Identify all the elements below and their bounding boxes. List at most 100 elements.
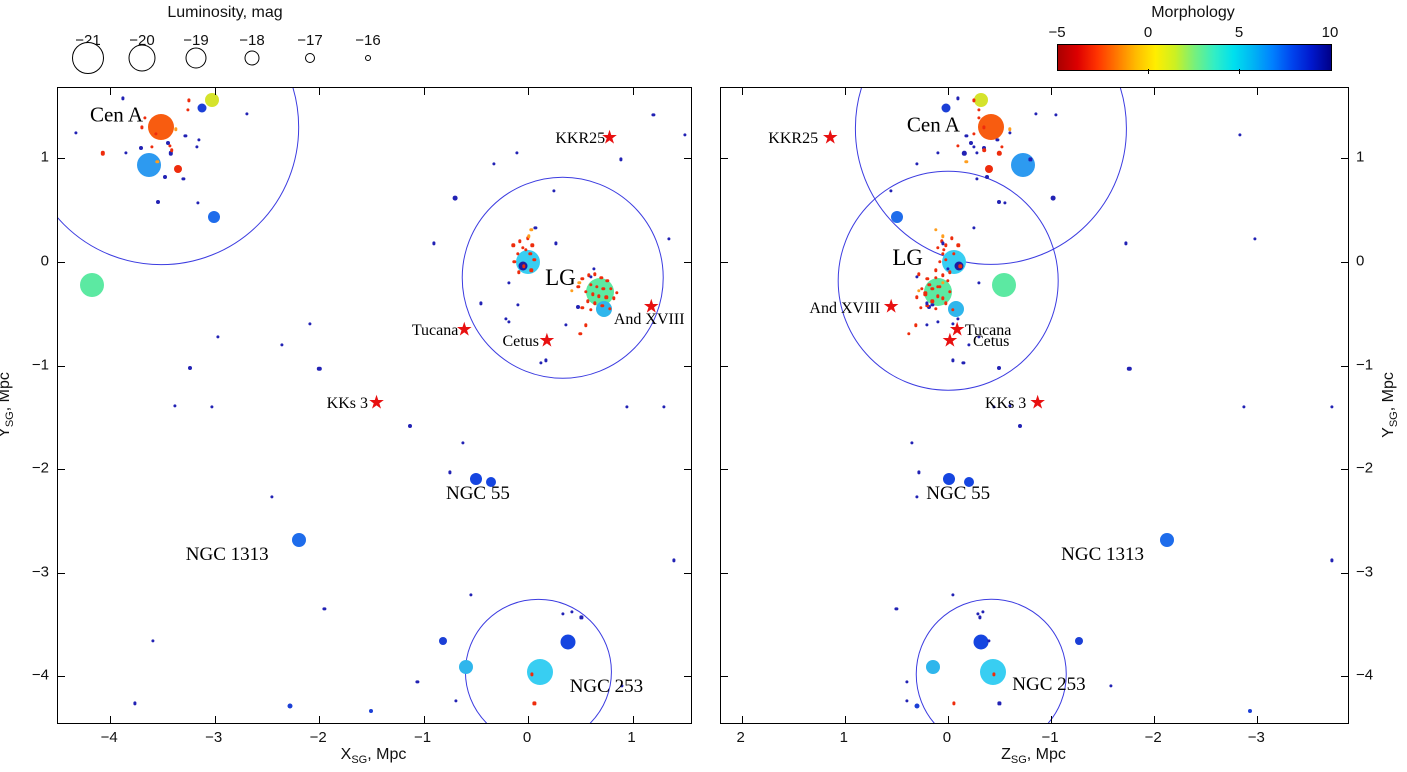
galaxy-point bbox=[173, 404, 177, 408]
legend-size-circle bbox=[244, 50, 260, 66]
galaxy-point bbox=[964, 134, 969, 138]
galaxy-point bbox=[593, 272, 597, 277]
galaxy-point bbox=[585, 299, 590, 304]
galaxy-point bbox=[579, 615, 583, 619]
galaxy-point bbox=[316, 366, 322, 371]
galaxy-point bbox=[151, 639, 155, 643]
galaxy-point bbox=[216, 335, 220, 339]
galaxy-point bbox=[544, 358, 548, 363]
galaxy-point bbox=[972, 98, 976, 103]
x-tick-label: 1 bbox=[627, 729, 636, 746]
galaxy-point bbox=[985, 175, 990, 180]
galaxy-point bbox=[570, 289, 574, 293]
legend-size-circle bbox=[185, 47, 207, 69]
x-tick-label: 1 bbox=[839, 729, 848, 746]
galaxy-point bbox=[905, 699, 909, 703]
galaxy-point bbox=[533, 226, 537, 230]
galaxy-point bbox=[576, 285, 580, 289]
galaxy-point bbox=[136, 152, 161, 177]
x-tick bbox=[1257, 716, 1259, 723]
x-tick-label: 0 bbox=[522, 729, 532, 746]
galaxy-point bbox=[591, 292, 595, 296]
isolated-dwarf-star-marker: ★ bbox=[941, 330, 959, 352]
x-tick bbox=[844, 88, 846, 95]
galaxy-point bbox=[595, 285, 599, 289]
galaxy-point bbox=[997, 151, 1002, 156]
isolated-dwarf-star-marker: ★ bbox=[600, 127, 619, 149]
x-tick bbox=[319, 88, 321, 95]
galaxy-point bbox=[529, 268, 533, 273]
galaxy-point bbox=[941, 296, 945, 300]
galaxy-point bbox=[619, 157, 623, 162]
galaxy-point bbox=[560, 612, 565, 616]
galaxy-point bbox=[1074, 637, 1083, 646]
galaxy-point bbox=[935, 151, 940, 155]
galaxy-point bbox=[946, 278, 950, 283]
object-label: NGC 253 bbox=[1012, 673, 1086, 695]
galaxy-point bbox=[580, 276, 585, 281]
galaxy-point bbox=[168, 144, 172, 148]
galaxy-point bbox=[997, 365, 1002, 370]
galaxy-point bbox=[1003, 201, 1007, 205]
galaxy-point bbox=[322, 607, 326, 611]
galaxy-point bbox=[917, 272, 921, 277]
galaxy-point bbox=[197, 103, 207, 113]
galaxy-point bbox=[980, 659, 1007, 686]
y-tick bbox=[721, 365, 728, 367]
galaxy-point bbox=[942, 472, 955, 485]
galaxy-point bbox=[570, 610, 574, 614]
galaxy-point bbox=[982, 125, 986, 129]
galaxy-point bbox=[608, 287, 613, 291]
x-tick bbox=[110, 88, 112, 95]
galaxy-point bbox=[933, 268, 938, 273]
galaxy-point bbox=[972, 145, 976, 149]
x-tick bbox=[1154, 88, 1156, 95]
galaxy-point bbox=[930, 287, 935, 291]
x-tick bbox=[528, 88, 530, 95]
galaxy-point bbox=[600, 303, 604, 308]
galaxy-point bbox=[977, 108, 981, 112]
galaxy-point bbox=[143, 116, 147, 120]
galaxy-point bbox=[270, 495, 274, 499]
x-axis-title: XSG, Mpc bbox=[340, 746, 407, 767]
galaxy-point bbox=[586, 273, 591, 278]
galaxy-point bbox=[583, 290, 588, 294]
panel-zy: ★ ★ ★ ★ ★ Cen A LG NGC 55 NGC 1313 NGC 253 KKR25 Tu… bbox=[720, 87, 1349, 724]
legend-mag-label: −17 bbox=[297, 32, 323, 49]
galaxy-point bbox=[439, 637, 448, 646]
object-label: And XVIII bbox=[613, 311, 685, 329]
galaxy-point bbox=[978, 615, 982, 619]
y-tick-label: −2 bbox=[1356, 459, 1374, 477]
y-tick bbox=[684, 158, 691, 160]
object-label: NGC 253 bbox=[569, 675, 644, 697]
galaxy-point bbox=[170, 148, 174, 152]
galaxy-point bbox=[1329, 558, 1334, 562]
x-tick bbox=[1051, 88, 1052, 95]
galaxy-point bbox=[530, 672, 534, 676]
y-tick-label: −1 bbox=[31, 356, 49, 374]
x-tick-label: 2 bbox=[736, 729, 745, 746]
legend-mag-label: −18 bbox=[239, 32, 265, 49]
galaxy-point bbox=[560, 634, 576, 650]
galaxy-point bbox=[408, 423, 412, 428]
galaxy-point bbox=[620, 684, 624, 688]
object-label: Cen A bbox=[89, 102, 144, 127]
galaxy-point bbox=[952, 252, 956, 256]
legend-size-circle bbox=[305, 53, 315, 63]
galaxy-point bbox=[672, 558, 676, 562]
galaxy-point bbox=[925, 301, 929, 306]
galaxy-point bbox=[930, 302, 934, 307]
y-tick bbox=[58, 262, 65, 264]
galaxy-point bbox=[517, 239, 522, 243]
galaxy-point bbox=[992, 405, 996, 409]
galaxy-point bbox=[941, 252, 945, 256]
legend-mag-label: −19 bbox=[183, 32, 209, 49]
galaxy-point bbox=[941, 281, 945, 285]
galaxy-point bbox=[915, 274, 919, 279]
y-tick bbox=[1341, 676, 1348, 678]
galaxy-point bbox=[1242, 405, 1246, 409]
galaxy-point bbox=[951, 592, 955, 597]
y-tick bbox=[58, 676, 65, 678]
galaxy-point bbox=[920, 287, 924, 291]
colorbar-gradient bbox=[1057, 44, 1332, 71]
